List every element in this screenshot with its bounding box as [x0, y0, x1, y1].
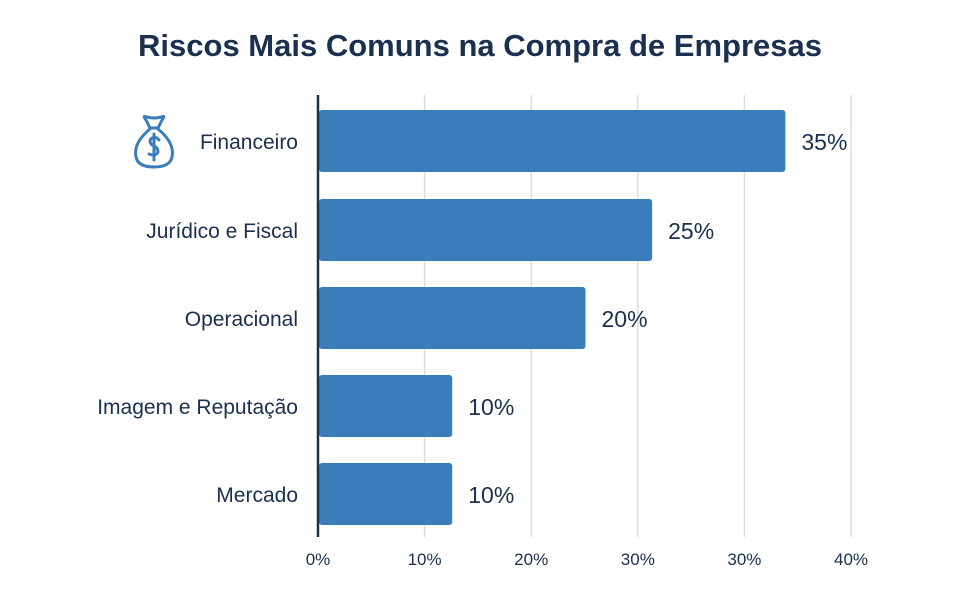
x-tick-label: 20% — [514, 550, 548, 569]
x-tick-label: 30% — [727, 550, 761, 569]
bar — [319, 199, 653, 261]
bar — [319, 110, 786, 172]
chart-title: Riscos Mais Comuns na Compra de Empresas — [138, 28, 822, 63]
x-tick-label: 40% — [834, 550, 868, 569]
x-tick-label: 10% — [408, 550, 442, 569]
x-tick-label: 30% — [621, 550, 655, 569]
x-tick-label: 0% — [306, 550, 331, 569]
data-label: 25% — [668, 218, 714, 244]
category-label: Operacional — [185, 308, 298, 331]
data-label: 20% — [602, 306, 648, 332]
category-label: Imagem e Reputação — [97, 396, 298, 419]
data-label: 35% — [801, 129, 847, 155]
bar — [319, 375, 453, 437]
money-bag-icon — [134, 114, 174, 169]
category-label: Jurídico e Fiscal — [146, 220, 298, 243]
bar — [319, 287, 586, 349]
data-label: 10% — [468, 394, 514, 420]
category-label: Mercado — [216, 484, 298, 507]
data-label: 10% — [468, 482, 514, 508]
bar — [319, 463, 453, 525]
category-label: Financeiro — [200, 131, 298, 154]
